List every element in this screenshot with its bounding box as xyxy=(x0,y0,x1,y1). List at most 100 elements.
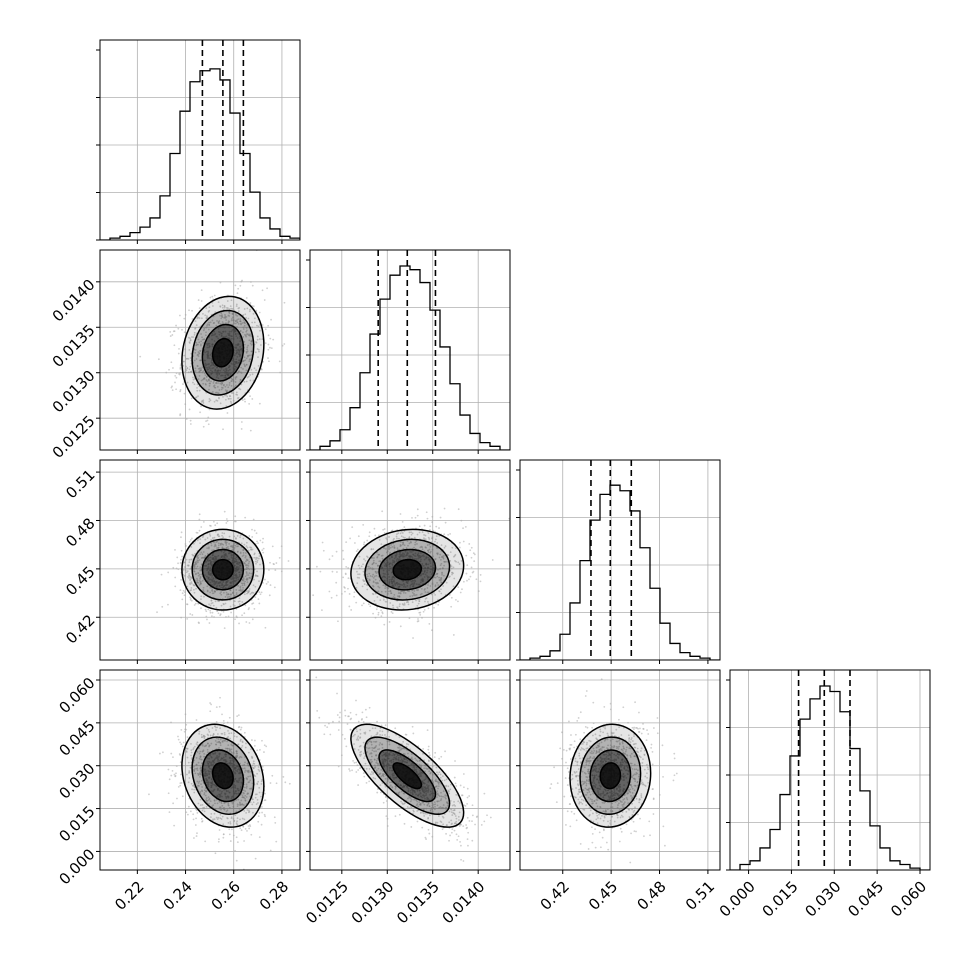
scatter-point xyxy=(222,836,225,839)
scatter-point xyxy=(431,521,433,524)
scatter-point xyxy=(391,571,393,574)
scatter-point xyxy=(258,770,261,772)
scatter-point xyxy=(252,379,255,382)
scatter-point xyxy=(235,588,238,591)
scatter-point xyxy=(405,547,408,549)
scatter-point xyxy=(208,569,211,572)
scatter-point xyxy=(177,785,180,788)
scatter-point xyxy=(455,547,457,550)
scatter-point xyxy=(212,760,215,763)
scatter-point xyxy=(425,597,428,600)
scatter-point xyxy=(424,567,426,569)
scatter-point xyxy=(226,389,229,392)
scatter-point xyxy=(237,566,240,568)
scatter-point xyxy=(440,559,442,561)
scatter-point xyxy=(221,795,223,798)
scatter-point xyxy=(235,579,238,582)
scatter-point xyxy=(223,510,226,513)
scatter-point xyxy=(404,536,406,539)
scatter-point xyxy=(243,584,246,587)
scatter-point xyxy=(198,513,201,516)
scatter-point xyxy=(197,784,199,787)
scatter-point xyxy=(219,281,222,284)
scatter-point xyxy=(189,568,192,570)
scatter-point xyxy=(268,569,270,571)
scatter-point xyxy=(465,554,468,557)
scatter-point xyxy=(233,322,235,325)
scatter-point xyxy=(206,315,208,317)
scatter-point xyxy=(225,541,228,544)
scatter-point xyxy=(270,318,272,321)
scatter-point xyxy=(190,742,192,745)
scatter-point xyxy=(160,573,163,576)
scatter-point xyxy=(192,376,194,379)
scatter-point xyxy=(405,601,408,604)
scatter-point xyxy=(214,558,217,561)
scatter-point xyxy=(219,744,222,747)
scatter-point xyxy=(365,568,368,571)
scatter-point xyxy=(219,402,222,405)
scatter-point xyxy=(211,390,214,393)
scatter-point xyxy=(245,787,248,789)
scatter-point xyxy=(444,750,446,753)
scatter-point xyxy=(447,554,450,557)
scatter-point xyxy=(227,593,230,596)
scatter-point xyxy=(427,549,430,552)
scatter-point xyxy=(256,749,259,752)
scatter-point xyxy=(218,747,220,749)
scatter-point xyxy=(221,804,224,807)
scatter-point xyxy=(235,556,238,558)
scatter-point xyxy=(211,727,214,729)
scatter-point xyxy=(232,370,235,373)
scatter-point xyxy=(427,602,430,605)
scatter-point xyxy=(196,744,199,747)
scatter-point xyxy=(220,550,223,553)
scatter-point xyxy=(213,536,216,539)
scatter-point xyxy=(196,832,198,835)
scatter-point xyxy=(382,801,385,804)
scatter-point xyxy=(393,582,396,585)
scatter-point xyxy=(257,364,260,367)
scatter-point xyxy=(217,330,220,333)
scatter-point xyxy=(386,564,388,567)
scatter-point xyxy=(189,613,192,615)
scatter-point xyxy=(440,562,443,565)
scatter-point xyxy=(348,605,351,608)
scatter-point xyxy=(433,592,435,594)
scatter-point xyxy=(233,784,236,786)
scatter-point xyxy=(398,595,401,597)
scatter-point xyxy=(196,387,198,389)
scatter-point xyxy=(203,755,205,758)
scatter-point xyxy=(198,573,201,576)
scatter-point xyxy=(221,586,224,589)
scatter-point xyxy=(412,732,415,735)
scatter-point xyxy=(284,781,287,784)
scatter-point xyxy=(417,552,420,555)
scatter-point xyxy=(392,604,394,607)
scatter-point xyxy=(249,308,251,311)
scatter-point xyxy=(212,733,215,735)
scatter-point xyxy=(404,586,407,588)
scatter-point xyxy=(194,573,197,576)
scatter-point xyxy=(422,578,425,581)
scatter-point xyxy=(210,544,213,547)
scatter-point xyxy=(209,611,212,614)
scatter-point xyxy=(240,589,243,592)
scatter-point xyxy=(224,398,227,401)
scatter-point xyxy=(443,564,445,567)
scatter-point xyxy=(378,579,381,582)
scatter-point xyxy=(215,606,218,609)
scatter-point xyxy=(203,789,206,792)
scatter-point xyxy=(373,557,375,559)
scatter-point xyxy=(223,627,226,630)
scatter-point xyxy=(223,802,226,805)
scatter-point xyxy=(188,341,191,343)
scatter-point xyxy=(374,727,377,730)
scatter-point xyxy=(236,755,239,758)
scatter-point xyxy=(401,532,404,534)
scatter-point xyxy=(225,319,228,321)
scatter-point xyxy=(229,589,232,592)
scatter-point xyxy=(206,585,209,588)
scatter-point xyxy=(449,575,451,578)
scatter-point xyxy=(223,306,226,309)
